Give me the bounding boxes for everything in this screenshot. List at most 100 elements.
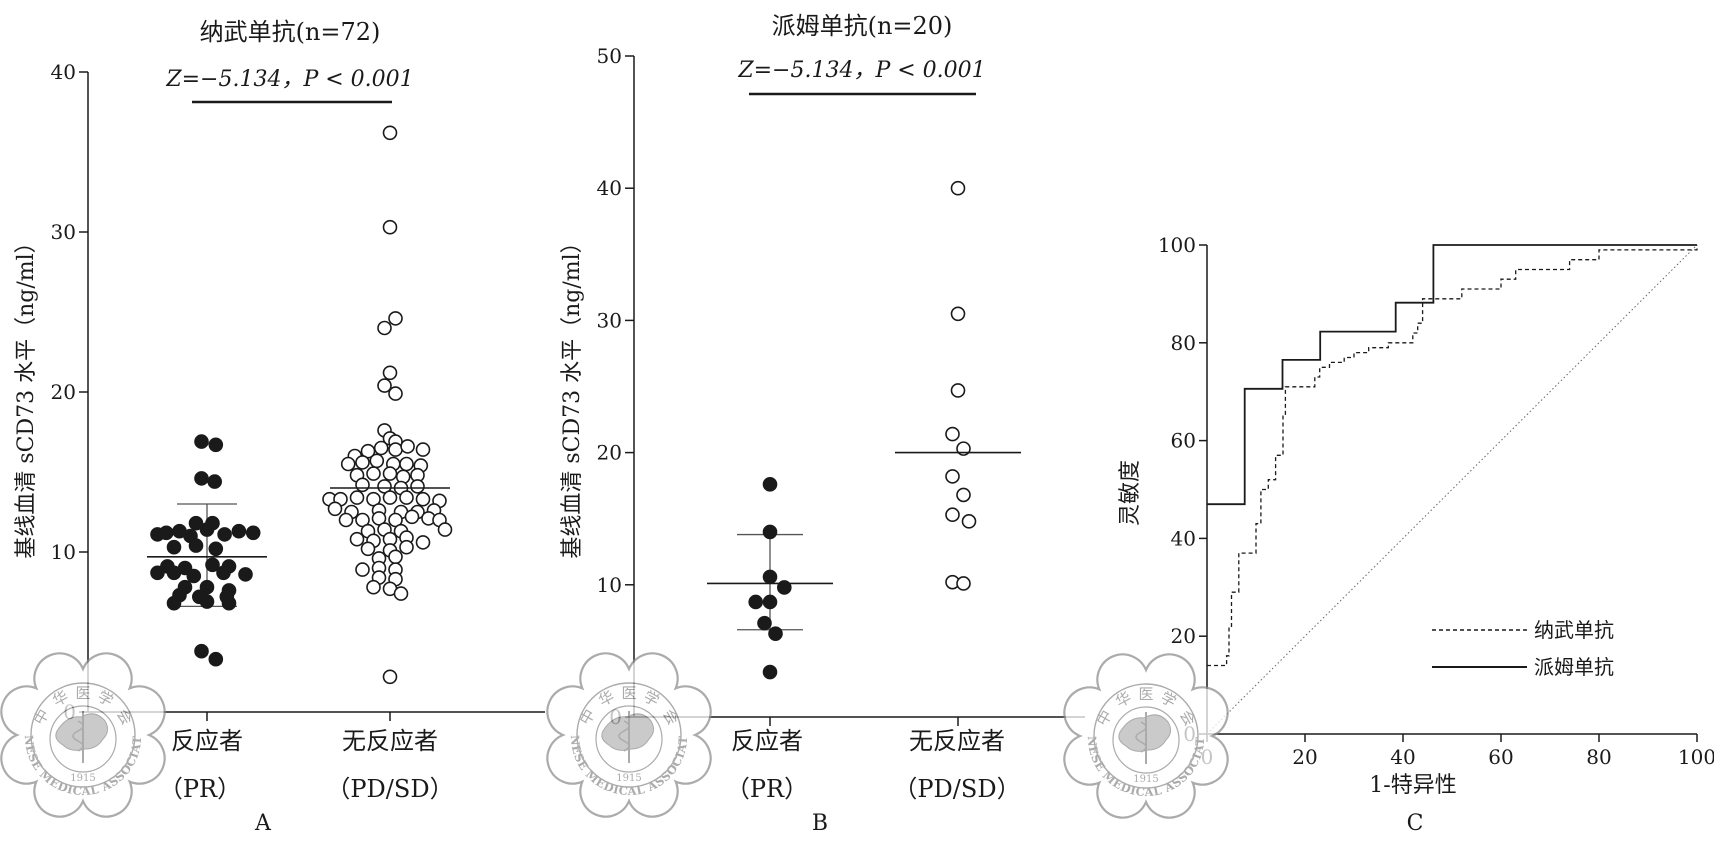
panel-a-point-nonresponder (393, 586, 409, 601)
seal-center-ring (1112, 706, 1180, 774)
panel-b-point-nonresponder (945, 469, 960, 484)
panel-a-point-nonresponder (366, 466, 381, 481)
panel-a-point-responder (186, 568, 202, 584)
panel-a-point-nonresponder (388, 386, 403, 401)
panel-a-point-responder (231, 523, 247, 539)
panel-a-point-responder (217, 527, 232, 542)
panel-a-point-responder (207, 474, 222, 489)
panel-a-point-responder (166, 565, 182, 581)
seal-map-icon (55, 713, 109, 751)
panel-b-point-nonresponder (956, 576, 971, 591)
panel-a-category-2-sub: （PD/SD） (326, 775, 453, 803)
panel-a-point-nonresponder (377, 320, 392, 336)
panel-b-category-2-sub: （PD/SD） (893, 775, 1020, 803)
panel-b-point-responder (762, 664, 778, 680)
panel-a-category-1-sub: （PR） (159, 775, 241, 803)
seal-character: 华 (1113, 688, 1135, 711)
panel-c-letter: C (1407, 811, 1424, 836)
panel-a-point-nonresponder (355, 562, 370, 577)
panel-a-point-responder (238, 567, 253, 582)
panel-a-point-responder (199, 579, 215, 595)
seal-inner-ring (1093, 683, 1199, 789)
panel-a-point-nonresponder (349, 531, 365, 547)
panel-a-point-nonresponder (388, 442, 403, 457)
panel-b-point-nonresponder (950, 383, 966, 398)
seal-inner-ring (30, 682, 136, 788)
panel-a-point-nonresponder (349, 490, 365, 505)
panel-b-point-responder (762, 524, 778, 540)
panel-c-x-axis-title: 1-特异性 (1369, 773, 1456, 798)
panel-a-point-nonresponder (404, 509, 420, 525)
panel-a-point-responder (194, 643, 209, 659)
panel-b-stat: Z=−5.134，P < 0.001 (737, 58, 985, 83)
legend-label-nivolumab: 纳武单抗 (1534, 618, 1614, 642)
panel-b: 派姆单抗(n=20) Z=−5.134，P < 0.001 基线血清 sCD73… (560, 12, 1085, 836)
panel-b-point-responder (762, 594, 778, 610)
panel-c-x-tick-label: 100 (1678, 745, 1714, 769)
panel-b-letter: B (812, 811, 828, 836)
panel-b-y-tick-label: 20 (597, 441, 622, 465)
panel-a-letter: A (254, 811, 272, 836)
panel-a-point-responder (208, 541, 224, 557)
panel-a-point-responder (205, 557, 220, 573)
panel-a-y-tick-label: 20 (51, 380, 76, 404)
seal-year: 1915 (1133, 774, 1158, 785)
panel-a-point-responder (150, 565, 165, 581)
panel-a-point-responder (199, 522, 215, 537)
panel-a-point-nonresponder (399, 539, 414, 555)
panel-b-y-axis-title: 基线血清 sCD73 水平（ng/ml） (560, 231, 585, 558)
panel-a-point-nonresponder (399, 490, 414, 505)
panel-a-point-responder (208, 651, 224, 667)
panel-a-point-nonresponder (400, 439, 415, 454)
seal-serpent-icon (1135, 721, 1147, 753)
panel-a-point-responder (208, 437, 224, 453)
legend-label-pembrolizumab: 派姆单抗 (1534, 655, 1614, 679)
seal-map-icon (1118, 714, 1172, 752)
panel-a-point-nonresponder (366, 579, 381, 595)
panel-a-point-nonresponder (369, 453, 385, 469)
seal-year: 1915 (616, 773, 641, 784)
seal-serpent-icon (72, 720, 84, 752)
panel-a-point-nonresponder (377, 378, 392, 393)
panel-a-point-nonresponder (373, 440, 389, 456)
panel-c-x-tick-label: 40 (1390, 745, 1415, 769)
panel-a-title: 纳武单抗(n=72) (200, 18, 381, 46)
panel-a-point-nonresponder (415, 442, 431, 457)
panel-a-point-nonresponder (338, 512, 354, 528)
seal-year: 1915 (70, 773, 95, 784)
panel-a-point-nonresponder (410, 479, 425, 494)
panel-a-category-2: 无反应者 (342, 727, 438, 755)
panel-a-point-nonresponder (382, 669, 398, 685)
seal-inner-ring (576, 682, 682, 788)
roc-curve-pembrolizumab (1207, 244, 1697, 506)
panel-a-point-nonresponder (382, 365, 398, 381)
panel-a-point-nonresponder (340, 456, 356, 472)
panel-b-point-responder (768, 626, 783, 642)
panel-a-point-nonresponder (388, 549, 403, 565)
seal-character: 学 (95, 687, 117, 710)
panel-a-y-tick-label: 40 (51, 60, 76, 84)
panel-b-point-nonresponder (961, 514, 977, 529)
panel-a-point-responder (199, 594, 215, 609)
panel-a-point-nonresponder (360, 541, 376, 557)
panel-a-point-nonresponder (327, 501, 343, 517)
panel-b-point-nonresponder (950, 306, 966, 322)
panel-b-point-nonresponder (945, 426, 960, 442)
panel-a-point-responder (166, 595, 182, 611)
panel-a-point-nonresponder (399, 456, 414, 472)
panel-b-point-responder (748, 594, 764, 610)
panel-a-point-responder (188, 538, 204, 553)
panel-b-category-1-sub: （PR） (726, 775, 808, 803)
seal-character: 医 (1138, 685, 1153, 703)
panel-b-point-nonresponder (956, 487, 971, 503)
panel-c-reference-diagonal (1206, 244, 1698, 735)
panel-b-category-2: 无反应者 (909, 727, 1005, 755)
panel-c-x-tick-label: 20 (1292, 745, 1317, 769)
panel-b-y-tick-label: 30 (597, 308, 622, 332)
panel-a-y-tick-label: 30 (51, 220, 76, 244)
panel-c-y-tick-label: 60 (1171, 429, 1196, 453)
seal-center-ring (595, 705, 663, 773)
panel-a-point-nonresponder (382, 466, 398, 481)
panel-a-plot-area: 010203040 (51, 60, 545, 724)
